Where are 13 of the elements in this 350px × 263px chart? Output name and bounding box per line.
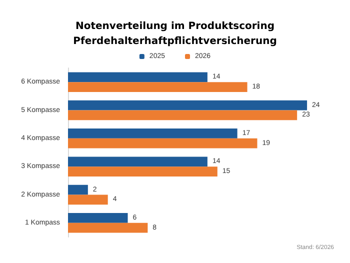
bar [68, 72, 208, 82]
bar [68, 184, 88, 195]
bar [68, 156, 208, 167]
bar [68, 194, 108, 205]
bar [68, 82, 248, 92]
chart-title: Notenverteilung im Produktscoring Pferdehalterhaftpflichtversicherung [73, 21, 277, 47]
bar [68, 128, 238, 138]
bar [68, 100, 308, 110]
bar [68, 110, 298, 120]
bar [68, 166, 218, 176]
bar [68, 222, 148, 233]
bar [68, 213, 128, 223]
bar [68, 138, 258, 148]
